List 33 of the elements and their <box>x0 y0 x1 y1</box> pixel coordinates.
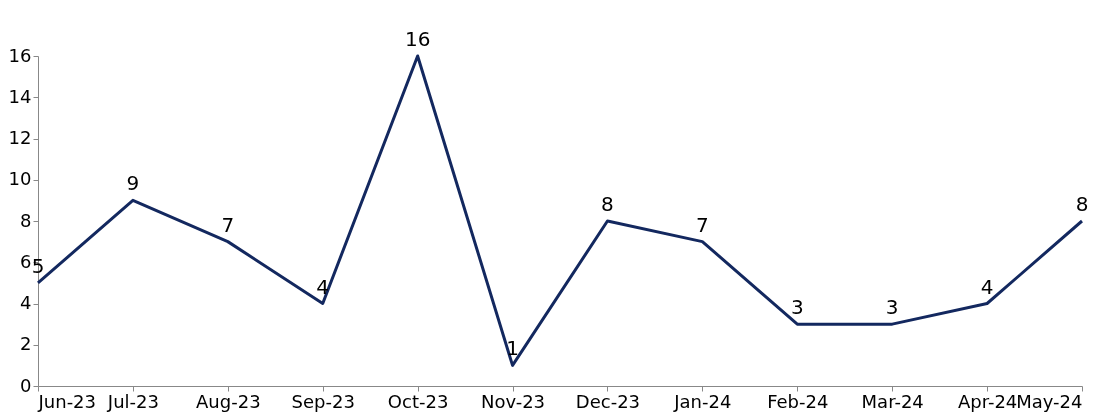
y-tick-label: 10 <box>8 168 32 190</box>
x-tick-label: Apr-24 <box>957 390 1018 412</box>
x-tick-label: Jul-23 <box>106 390 159 412</box>
y-tick-label: 16 <box>8 44 32 66</box>
data-label: 9 <box>126 171 140 196</box>
data-label: 1 <box>506 336 519 361</box>
y-tick-label: 14 <box>8 85 32 107</box>
y-tick-label: 12 <box>8 127 32 148</box>
data-label: 16 <box>404 27 431 51</box>
x-tick-label: Jun-23 <box>37 390 97 412</box>
x-tick-label: Sep-23 <box>291 390 355 412</box>
x-tick-label: Feb-24 <box>767 390 829 412</box>
x-tick-label: Mar-24 <box>861 390 924 412</box>
x-tick-label: May-24 <box>1016 390 1083 412</box>
y-tick-label: 0 <box>20 374 32 396</box>
x-tick-label: Nov-23 <box>481 390 546 412</box>
data-label: 4 <box>980 274 994 299</box>
data-label: 8 <box>1075 192 1089 216</box>
y-tick-label: 8 <box>20 209 32 231</box>
x-tick-label: Dec-23 <box>575 390 641 412</box>
data-label: 4 <box>316 274 330 299</box>
y-tick-label: 4 <box>20 292 32 313</box>
y-tick-label: 2 <box>20 333 32 355</box>
data-label: 3 <box>790 295 804 320</box>
x-tick-label: Aug-23 <box>196 390 261 412</box>
data-label: 3 <box>885 295 899 320</box>
data-label: 5 <box>31 253 45 278</box>
data-label: 8 <box>601 192 614 216</box>
data-label: 7 <box>696 212 709 237</box>
x-tick-label: Oct-23 <box>387 390 449 412</box>
x-tick-label: Jan-24 <box>673 390 732 412</box>
y-tick-label: 6 <box>20 250 32 272</box>
data-label: 7 <box>221 212 235 237</box>
